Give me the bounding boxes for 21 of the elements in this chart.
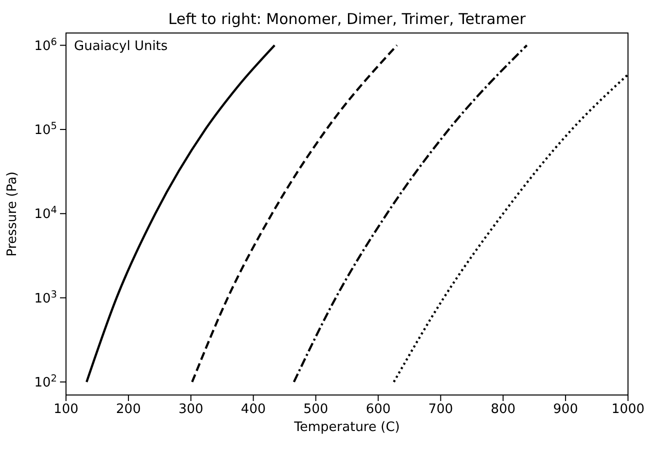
line-series <box>292 44 528 384</box>
x-tick-label: 800 <box>490 402 516 418</box>
y-tick-label: 10$^{2}$ <box>34 373 57 391</box>
x-tick-label: 700 <box>428 402 454 418</box>
x-tick-label: 500 <box>303 402 328 418</box>
y-tick-label: 10$^{4}$ <box>34 204 57 222</box>
x-tick-label: 600 <box>366 402 391 418</box>
x-tick-label: 1000 <box>611 402 645 418</box>
line-series <box>191 44 398 384</box>
x-axis-title: Temperature (C) <box>293 420 400 435</box>
x-tick-label: 300 <box>178 402 204 418</box>
x-tick-label: 400 <box>240 402 266 418</box>
y-tick-label: 10$^{5}$ <box>34 120 57 138</box>
y-tick-label: 10$^{3}$ <box>34 288 57 306</box>
x-tick-label: 100 <box>54 402 78 418</box>
x-tick-label: 200 <box>116 402 141 418</box>
y-axis-title: Pressure (Pa) <box>5 171 20 257</box>
annotation: Guaiacyl Units <box>74 39 168 54</box>
y-tick-label: 10$^{6}$ <box>34 36 57 54</box>
chart-title: Left to right: Monomer, Dimer, Trimer, Tetramer <box>168 10 527 28</box>
x-tick-label: 900 <box>553 402 578 418</box>
